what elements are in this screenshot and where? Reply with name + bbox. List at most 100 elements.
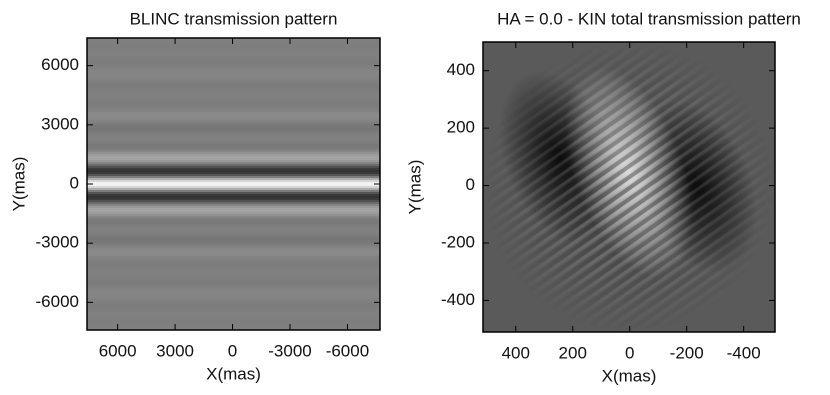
pattern-stripe (87, 220, 380, 223)
pattern-stripe (87, 44, 380, 47)
pattern-stripe (87, 292, 380, 295)
x-tick-label: 0 (228, 341, 237, 360)
pattern-stripe (87, 230, 380, 233)
pattern-stripe (87, 88, 380, 91)
pattern-stripe (87, 238, 380, 241)
pattern-stripe (87, 116, 380, 119)
x-axis-label: X(mas) (602, 366, 657, 385)
x-tick-label: -3000 (268, 341, 311, 360)
pattern-stripe (87, 184, 380, 187)
pattern-stripe (87, 324, 380, 327)
pattern-stripe (87, 270, 380, 273)
pattern-stripe (87, 98, 380, 101)
pattern-stripe (87, 206, 380, 209)
pattern-stripe (87, 246, 380, 249)
pattern-stripe (87, 188, 380, 191)
x-tick-label: 400 (502, 343, 530, 362)
pattern-stripe (87, 94, 380, 97)
pattern-stripe (87, 232, 380, 235)
pattern-stripe (87, 168, 380, 171)
pattern-stripe (87, 102, 380, 105)
pattern-stripe (87, 312, 380, 315)
pattern-stripe (87, 106, 380, 109)
pattern-stripe (87, 180, 380, 183)
pattern-stripe (87, 176, 380, 179)
pattern-stripe (87, 268, 380, 271)
pattern-stripe (87, 272, 380, 275)
pattern-stripe (87, 148, 380, 151)
pattern-stripe (87, 126, 380, 129)
pattern-stripe (87, 134, 380, 137)
pattern-stripe (87, 256, 380, 259)
pattern-stripe (87, 194, 380, 197)
pattern-stripe (87, 40, 380, 43)
pattern-stripe (87, 244, 380, 247)
pattern-stripe (87, 156, 380, 159)
pattern-stripe (87, 178, 380, 181)
y-tick-label: -6000 (36, 292, 79, 311)
pattern-stripe (87, 250, 380, 253)
chart-title: HA = 0.0 - KIN total transmission patter… (497, 9, 801, 28)
pattern-stripe (87, 226, 380, 229)
pattern-stripe (87, 322, 380, 325)
pattern-stripe (87, 84, 380, 87)
x-tick-label: 6000 (99, 341, 137, 360)
pattern-stripe (87, 208, 380, 211)
pattern-stripe (87, 286, 380, 289)
pattern-stripe (87, 290, 380, 293)
pattern-stripe (87, 114, 380, 117)
pattern-stripe (87, 66, 380, 69)
pattern-stripe (87, 86, 380, 89)
plot-frame (482, 41, 776, 333)
pattern-stripe (87, 318, 380, 321)
pattern-stripe (87, 228, 380, 231)
y-tick-label: 400 (447, 60, 475, 79)
pattern-stripe (87, 62, 380, 65)
pattern-stripe (87, 190, 380, 193)
pattern-stripe (87, 128, 380, 131)
pattern-stripe (87, 264, 380, 267)
y-tick-label: 0 (70, 173, 79, 192)
pattern-stripe (87, 56, 380, 59)
pattern-stripe (87, 64, 380, 67)
pattern-stripe (87, 260, 380, 263)
pattern-stripe (87, 296, 380, 299)
pattern-stripe (87, 92, 380, 95)
pattern-stripe (87, 278, 380, 281)
pattern-stripe (87, 166, 380, 169)
pattern-stripe (87, 76, 380, 79)
pattern-stripe (87, 240, 380, 243)
pattern-stripe (87, 218, 380, 221)
pattern-stripe (87, 54, 380, 57)
pattern-stripe (87, 280, 380, 283)
pattern-stripe (87, 160, 380, 163)
chart-title: BLINC transmission pattern (130, 9, 338, 28)
pattern-stripe (87, 298, 380, 301)
pattern-stripe (87, 198, 380, 201)
x-tick-label: 0 (625, 343, 634, 362)
pattern-stripe (87, 70, 380, 73)
pattern-stripe (87, 254, 380, 257)
pattern-stripe (87, 78, 380, 81)
pattern-stripe (87, 108, 380, 111)
pattern-stripe (87, 186, 380, 189)
pattern-stripe (87, 224, 380, 227)
pattern-stripe (87, 210, 380, 213)
y-tick-label: -200 (441, 232, 475, 251)
x-tick-label: -200 (670, 343, 704, 362)
pattern-stripe (87, 310, 380, 313)
pattern-stripe (87, 140, 380, 143)
pattern-stripe (87, 96, 380, 99)
pattern-stripe (87, 170, 380, 173)
pattern-stripe (87, 130, 380, 133)
pattern-stripe (87, 248, 380, 251)
x-tick-label: -6000 (326, 341, 369, 360)
pattern-stripe (87, 58, 380, 61)
pattern-stripe (87, 52, 380, 55)
pattern-stripe (87, 150, 380, 153)
y-tick-label: 200 (447, 118, 475, 137)
pattern-stripe (87, 306, 380, 309)
pattern-stripe (87, 50, 380, 53)
pattern-stripe (87, 320, 380, 323)
